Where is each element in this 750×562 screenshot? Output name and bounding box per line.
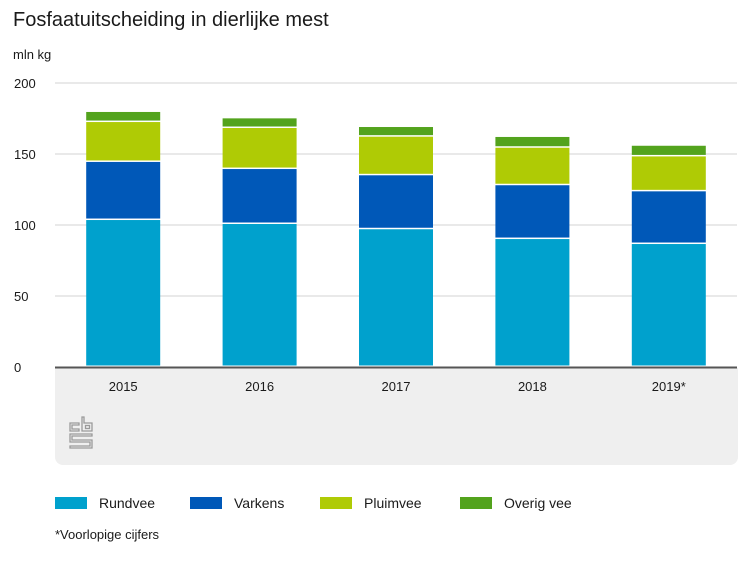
y-tick-label: 100 [14, 218, 36, 233]
x-tick-label: 2016 [245, 379, 274, 394]
legend-swatch [55, 497, 87, 509]
x-tick-label: 2017 [382, 379, 411, 394]
legend-label: Pluimvee [364, 495, 422, 511]
bar-segment-pluimvee[interactable] [86, 122, 161, 161]
x-tick-label: 2018 [518, 379, 547, 394]
bar-segment-pluimvee[interactable] [495, 147, 570, 184]
legend-label: Rundvee [99, 495, 156, 511]
legend-swatch [460, 497, 492, 509]
bar-segment-varkens[interactable] [359, 175, 433, 228]
legend-swatch [190, 497, 222, 509]
stacked-bar-chart: 0 50 100 150 200 2015 2016 2017 2018 2019* [14, 76, 737, 394]
footnote: *Voorlopige cijfers [55, 527, 160, 542]
bar-segment-rundvee[interactable] [86, 220, 161, 366]
x-tick-label: 2019* [652, 379, 686, 394]
bar-segment-overig-vee[interactable] [359, 127, 433, 136]
bar-segment-overig-vee[interactable] [631, 145, 706, 155]
x-axis-panel [55, 368, 738, 465]
bar-segment-rundvee[interactable] [359, 229, 433, 366]
y-axis-unit-label: mln kg [13, 47, 52, 62]
bar-segment-pluimvee[interactable] [631, 156, 706, 190]
bar-stack-2016 [222, 118, 297, 366]
bar-stack-2018 [495, 136, 570, 366]
x-tick-label: 2015 [109, 379, 138, 394]
x-axis-ticks: 2015 2016 2017 2018 2019* [109, 379, 686, 394]
bar-segment-pluimvee[interactable] [222, 128, 297, 168]
bar-segment-overig-vee[interactable] [495, 136, 570, 147]
cbs-logo-icon [69, 416, 93, 449]
y-tick-label: 150 [14, 147, 36, 162]
legend-label: Overig vee [504, 495, 572, 511]
bar-segment-varkens[interactable] [222, 169, 297, 223]
y-axis-ticks: 0 50 100 150 200 [14, 76, 36, 375]
bar-segment-varkens[interactable] [631, 191, 706, 243]
chart-title: Fosfaatuitscheiding in dierlijke mest [13, 9, 329, 31]
bar-segment-rundvee[interactable] [222, 224, 297, 366]
bars [86, 111, 706, 366]
bar-stack-2019 [631, 145, 706, 366]
bar-segment-pluimvee[interactable] [359, 136, 433, 174]
legend-swatch [320, 497, 352, 509]
bar-stack-2015 [86, 111, 161, 366]
bar-segment-rundvee[interactable] [495, 239, 570, 366]
y-tick-label: 200 [14, 76, 36, 91]
bar-segment-varkens[interactable] [86, 161, 161, 219]
y-tick-label: 50 [14, 289, 28, 304]
bar-segment-varkens[interactable] [495, 185, 570, 238]
bar-segment-rundvee[interactable] [631, 244, 706, 366]
bar-stack-2017 [359, 127, 433, 366]
legend-label: Varkens [234, 495, 285, 511]
bar-segment-overig-vee[interactable] [222, 118, 297, 127]
bar-segment-overig-vee[interactable] [86, 111, 161, 121]
y-tick-label: 0 [14, 360, 21, 375]
